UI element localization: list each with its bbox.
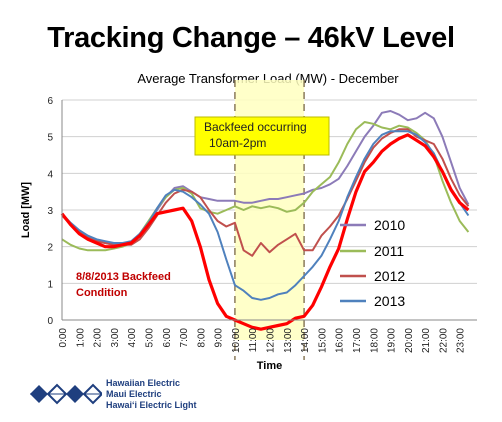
x-tick-label: 19:00 [387, 328, 398, 353]
x-tick-label: 10:00 [231, 328, 242, 353]
x-tick-label: 21:00 [421, 328, 432, 353]
x-tick-label: 0:00 [58, 328, 69, 348]
y-tick-label: 6 [47, 96, 53, 107]
x-tick-label: 7:00 [179, 328, 190, 348]
logo-diamonds-icon [30, 383, 102, 405]
x-tick-label: 11:00 [248, 328, 259, 353]
x-tick-label: 6:00 [162, 328, 173, 348]
backfeed-callout-line-2: 10am-2pm [209, 136, 266, 150]
x-tick-label: 5:00 [144, 328, 155, 348]
x-tick-label: 15:00 [317, 328, 328, 353]
x-tick-label: 16:00 [335, 328, 346, 353]
load-chart: Average Transformer Load (MW) - December… [20, 71, 477, 372]
y-tick-label: 2 [47, 243, 53, 254]
logo-line-maui-electric: Maui Electric [106, 389, 162, 399]
chart-title: Average Transformer Load (MW) - December [137, 71, 399, 86]
x-tick-label: 12:00 [266, 328, 277, 353]
legend-label-2010: 2010 [374, 217, 405, 233]
y-tick-label: 4 [47, 169, 53, 180]
x-tick-label: 8:00 [196, 328, 207, 348]
backfeed-callout-box [194, 116, 330, 156]
legend-label-2013: 2013 [374, 293, 405, 309]
x-tick-label: 13:00 [283, 328, 294, 353]
legend-label-2012: 2012 [374, 268, 405, 284]
condition-label-line-1: 8/8/2013 Backfeed [76, 271, 171, 283]
legend-label-2011: 2011 [374, 243, 404, 259]
logo-line-hawaii-electric-light: Hawai‘i Electric Light [106, 400, 197, 410]
x-tick-label: 3:00 [110, 328, 121, 348]
condition-label-line-2: Condition [76, 287, 128, 299]
company-logo: Hawaiian Electric Maui Electric Hawai‘i … [30, 375, 230, 415]
logo-line-hawaiian-electric: Hawaiian Electric [106, 378, 181, 388]
x-tick-label: 14:00 [300, 328, 311, 353]
x-tick-label: 1:00 [75, 328, 86, 348]
series-line-2013 [61, 130, 470, 301]
y-tick-label: 5 [47, 133, 53, 144]
x-tick-label: 23:00 [456, 328, 467, 353]
y-tick-label: 1 [47, 279, 53, 290]
x-tick-label: 20:00 [404, 328, 415, 353]
x-tick-label: 2:00 [93, 328, 104, 348]
x-tick-label: 4:00 [127, 328, 138, 348]
y-tick-label: 0 [47, 316, 53, 327]
x-tick-label: 17:00 [352, 328, 363, 353]
x-tick-label: 18:00 [369, 328, 380, 353]
slide-title: Tracking Change – 46kV Level [47, 22, 455, 54]
x-tick-label: 22:00 [438, 328, 449, 353]
x-tick-label: 9:00 [214, 328, 225, 348]
x-axis-label: Time [257, 360, 282, 372]
series-line-8-8-2013-backfeed-condition [60, 133, 470, 331]
backfeed-callout-line-1: Backfeed occurring [204, 120, 307, 134]
y-tick-label: 3 [47, 206, 53, 217]
y-axis-label: Load [MW] [20, 182, 32, 239]
